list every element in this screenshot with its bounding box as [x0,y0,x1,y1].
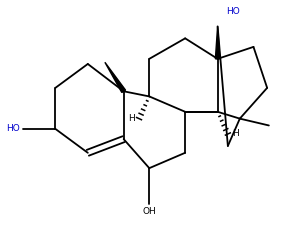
Text: HO: HO [6,124,20,133]
Polygon shape [215,26,220,59]
Text: HO: HO [226,7,240,16]
Text: H: H [128,114,135,123]
Text: H: H [232,129,239,138]
Polygon shape [105,62,126,92]
Text: OH: OH [143,207,156,216]
